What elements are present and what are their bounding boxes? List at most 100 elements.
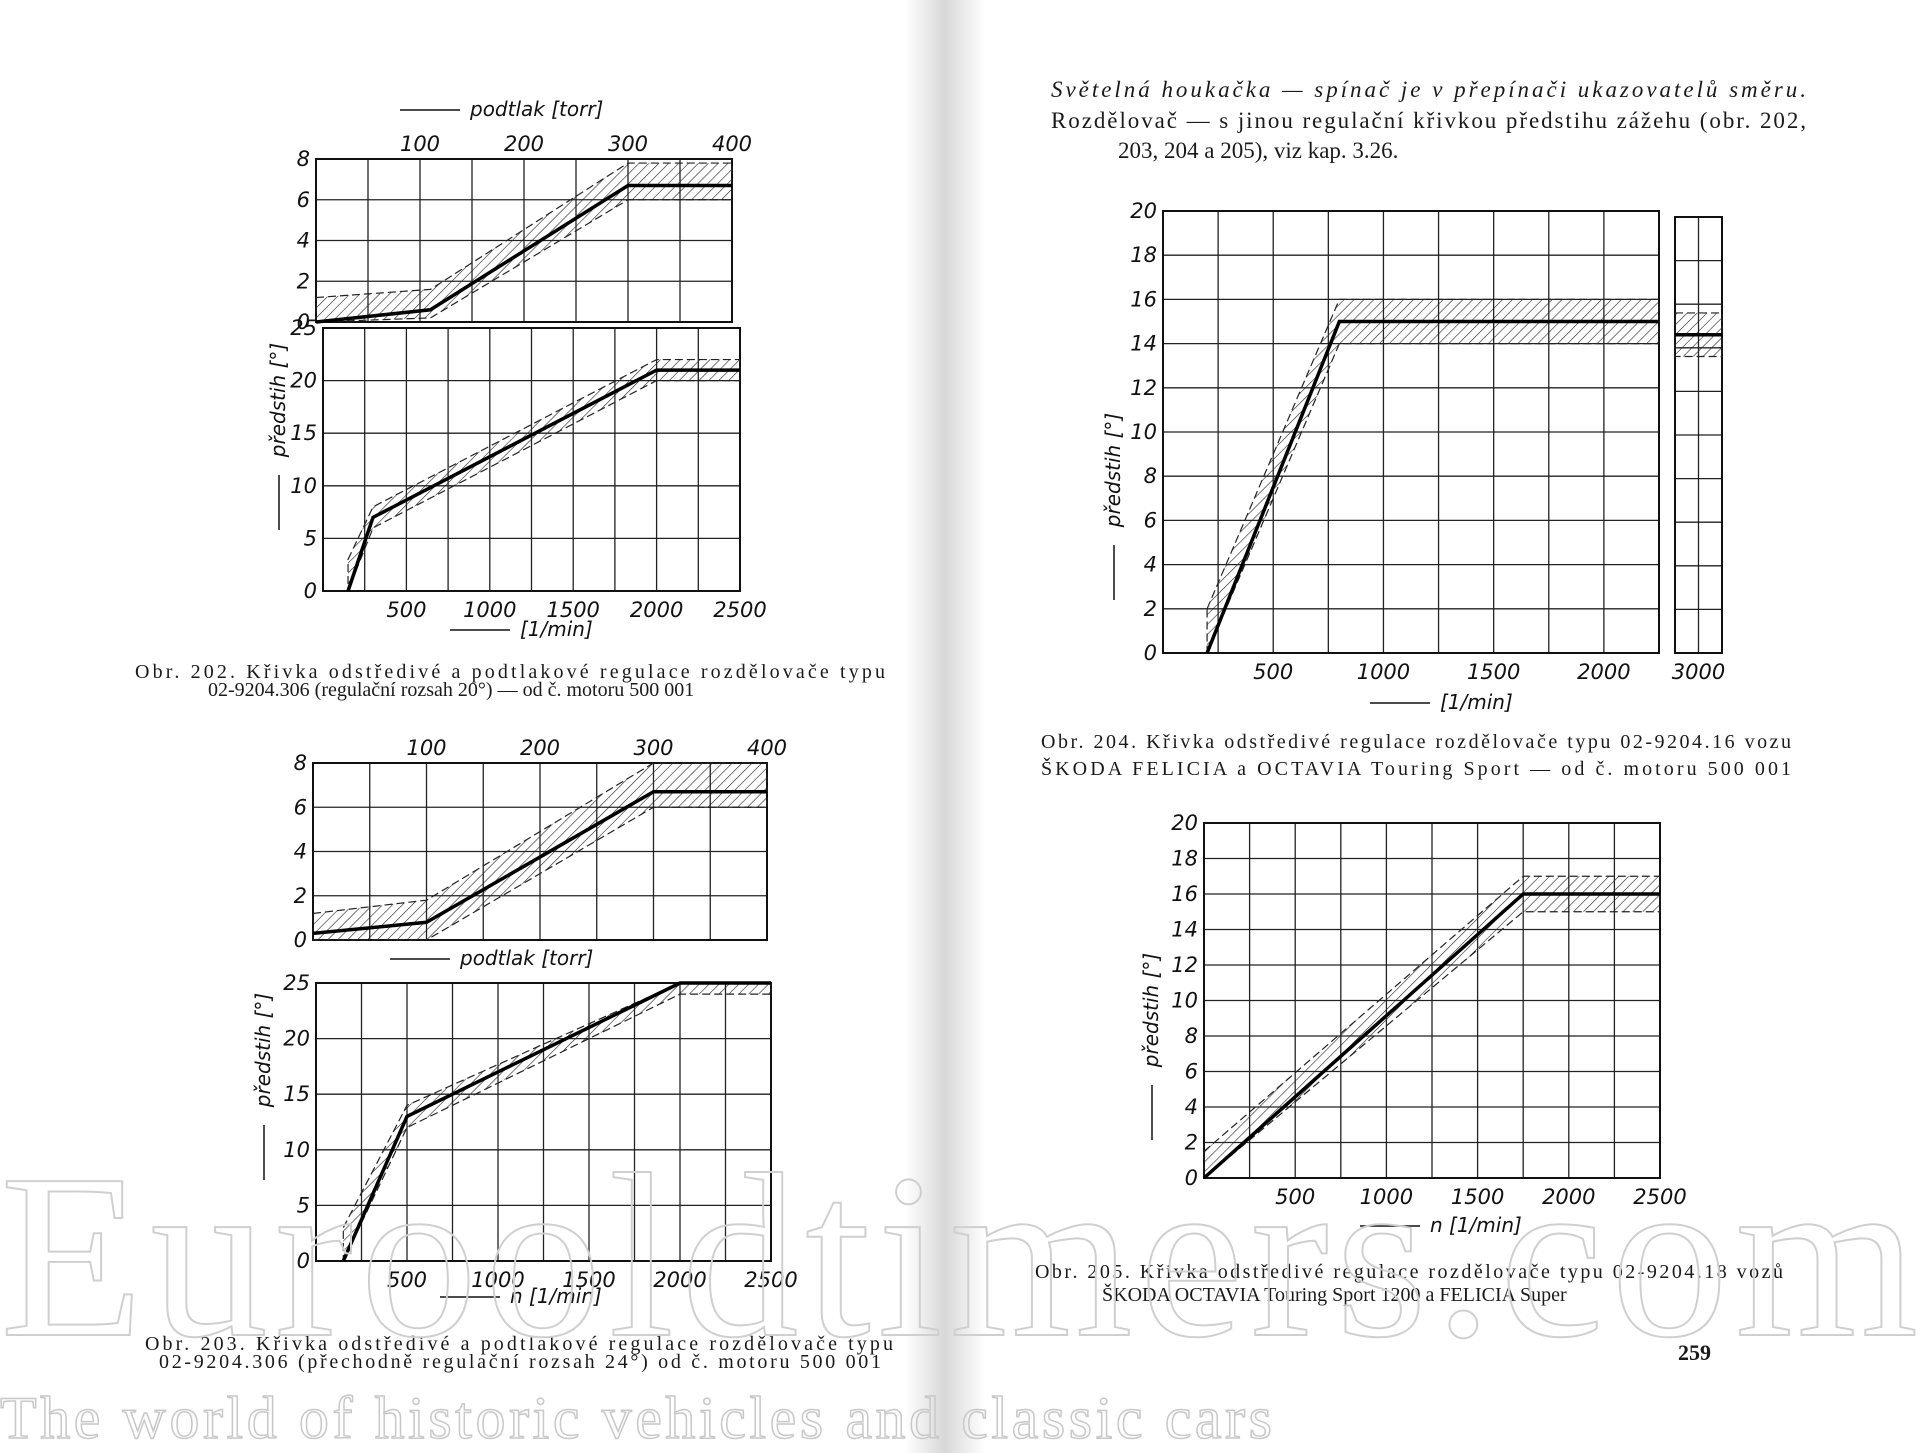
x-tick-label: 2000 xyxy=(1577,660,1630,684)
x-tick-label: 1000 xyxy=(1360,1185,1413,1209)
y-tick-label: 0 xyxy=(297,1249,310,1273)
figure: 100 200 300 400 0 2 4 6 8 podtlak [torr] xyxy=(294,736,787,970)
y-axis-label: předstih [°] xyxy=(266,343,290,458)
x-tick-label: 1000 xyxy=(1357,660,1410,684)
intro-line: Rozdělovač — s jinou regulační křivkou p… xyxy=(1051,108,1806,133)
x-tick-label: 200 xyxy=(504,132,544,156)
y-tick-label: 6 xyxy=(294,795,307,819)
y-tick-label: 15 xyxy=(290,421,317,445)
x-axis-label: podtlak [torr] xyxy=(459,946,593,970)
tolerance-band xyxy=(312,762,768,941)
intro-line: 203, 204 a 205), viz kap. 3.26. xyxy=(1118,138,1398,163)
y-tick-label: 4 xyxy=(1185,1095,1198,1119)
figure: 500 1000 1500 2000 2500 0 5 10 15 20 25 n [1/min] př… xyxy=(251,971,798,1308)
curve xyxy=(341,981,771,1262)
y-tick-label: 5 xyxy=(297,1193,310,1217)
y-tick-label: 0 xyxy=(1144,641,1157,665)
y-tick-label: 25 xyxy=(290,316,317,340)
y-tick-label: 6 xyxy=(1185,1060,1198,1084)
caption: ŠKODA OCTAVIA Touring Sport 1200 a FELIC… xyxy=(1102,1282,1567,1306)
x-tick-label: 1500 xyxy=(546,598,599,622)
watermark-subtitle: The world of historic vehicles and class… xyxy=(0,1385,1272,1451)
x-tick-label: 500 xyxy=(1253,660,1293,684)
plot-frame xyxy=(315,982,772,1262)
y-tick-label: 14 xyxy=(1171,918,1198,942)
y-tick-label: 0 xyxy=(297,310,310,334)
x-tick-label: 1500 xyxy=(1467,660,1520,684)
y-tick-label: 20 xyxy=(290,369,317,393)
caption: Obr. 205. Křivka odstředivé regulace roz… xyxy=(1035,1261,1783,1283)
y-tick-label: 2 xyxy=(297,269,310,293)
y-tick-label: 4 xyxy=(297,229,310,253)
y-tick-label: 12 xyxy=(1130,376,1157,400)
x-tick-label: 400 xyxy=(747,736,787,760)
figure: 100 200 300 400 0 2 4 6 8 podtlak [torr] xyxy=(297,97,752,334)
y-tick-label: 6 xyxy=(1144,508,1157,532)
x-tick-label: 3000 xyxy=(1672,660,1725,684)
y-axis-label: předstih [°] xyxy=(1101,413,1125,528)
y-tick-label: 10 xyxy=(1130,420,1157,444)
y-tick-label: 8 xyxy=(1185,1024,1198,1048)
x-tick-label: 300 xyxy=(633,736,673,760)
y-tick-label: 8 xyxy=(294,751,307,775)
x-axis-label: n [1/min] xyxy=(510,1284,602,1308)
x-tick-label: 2000 xyxy=(653,1268,706,1292)
y-tick-label: 0 xyxy=(294,928,307,952)
y-tick-label: 18 xyxy=(1171,847,1198,871)
x-tick-label: 500 xyxy=(386,598,426,622)
plot-frame xyxy=(1162,210,1660,654)
y-tick-label: 16 xyxy=(1171,882,1198,906)
x-tick-label: 500 xyxy=(1275,1185,1315,1209)
x-tick-label: 1500 xyxy=(1451,1185,1504,1209)
watermark: Eurooldtimers.com xyxy=(0,1126,1918,1386)
y-tick-label: 4 xyxy=(294,840,307,864)
y-tick-label: 0 xyxy=(1185,1166,1198,1190)
x-tick-label: 100 xyxy=(400,132,440,156)
plot-frame xyxy=(315,158,733,323)
figure: 500 1000 1500 2000 0 2 4 6 8 10 12 14 16 18 20 [1/min] p… xyxy=(1101,199,1660,714)
y-tick-label: 10 xyxy=(290,474,317,498)
x-tick-label: 2000 xyxy=(1542,1185,1595,1209)
curve xyxy=(312,790,767,936)
x-tick-label: 100 xyxy=(406,736,446,760)
y-tick-label: 5 xyxy=(304,526,317,550)
plot-frame xyxy=(312,762,768,941)
y-tick-label: 2 xyxy=(294,884,307,908)
x-tick-label: 2500 xyxy=(744,1268,797,1292)
curve xyxy=(1205,319,1659,654)
y-tick-label: 0 xyxy=(304,579,317,603)
y-tick-label: 25 xyxy=(283,971,310,995)
y-tick-label: 10 xyxy=(1171,989,1198,1013)
y-tick-label: 15 xyxy=(283,1082,310,1106)
x-tick-label: 2500 xyxy=(1633,1185,1686,1209)
y-tick-label: 20 xyxy=(1130,199,1157,223)
caption: ŠKODA FELICIA a OCTAVIA Touring Sport — … xyxy=(1041,756,1791,780)
figure: 500 1000 1500 2000 2500 0 5 10 15 20 25 [1/min] před… xyxy=(266,316,767,641)
y-tick-label: 14 xyxy=(1130,332,1157,356)
gutter xyxy=(905,0,985,1453)
caption: Obr. 204. Křivka odstředivé regulace roz… xyxy=(1041,731,1791,753)
y-tick-label: 16 xyxy=(1130,287,1157,311)
x-tick-label: 200 xyxy=(520,736,560,760)
x-tick-label: 2000 xyxy=(630,598,683,622)
x-axis-label: [1/min] xyxy=(1440,690,1513,714)
y-tick-label: 2 xyxy=(1185,1131,1198,1155)
x-tick-label: 1500 xyxy=(562,1268,615,1292)
x-axis-label: [1/min] xyxy=(520,617,593,641)
figure: 3000 xyxy=(1672,216,1725,684)
y-tick-label: 20 xyxy=(1171,811,1198,835)
x-tick-label: 400 xyxy=(712,132,752,156)
caption: 02-9204.306 (regulační rozsah 20°) — od … xyxy=(208,679,694,701)
plot-frame xyxy=(1674,216,1723,654)
y-tick-label: 10 xyxy=(283,1138,310,1162)
y-tick-label: 12 xyxy=(1171,953,1198,977)
page-number: 259 xyxy=(1678,1340,1711,1365)
y-tick-label: 18 xyxy=(1130,243,1157,267)
x-tick-label: 1000 xyxy=(463,598,516,622)
x-tick-label: 2500 xyxy=(713,598,766,622)
x-tick-label: 500 xyxy=(387,1268,427,1292)
y-axis-label: předstih [°] xyxy=(1139,953,1163,1068)
x-axis-label: n [1/min] xyxy=(1430,1213,1522,1237)
curve xyxy=(1202,892,1660,1180)
